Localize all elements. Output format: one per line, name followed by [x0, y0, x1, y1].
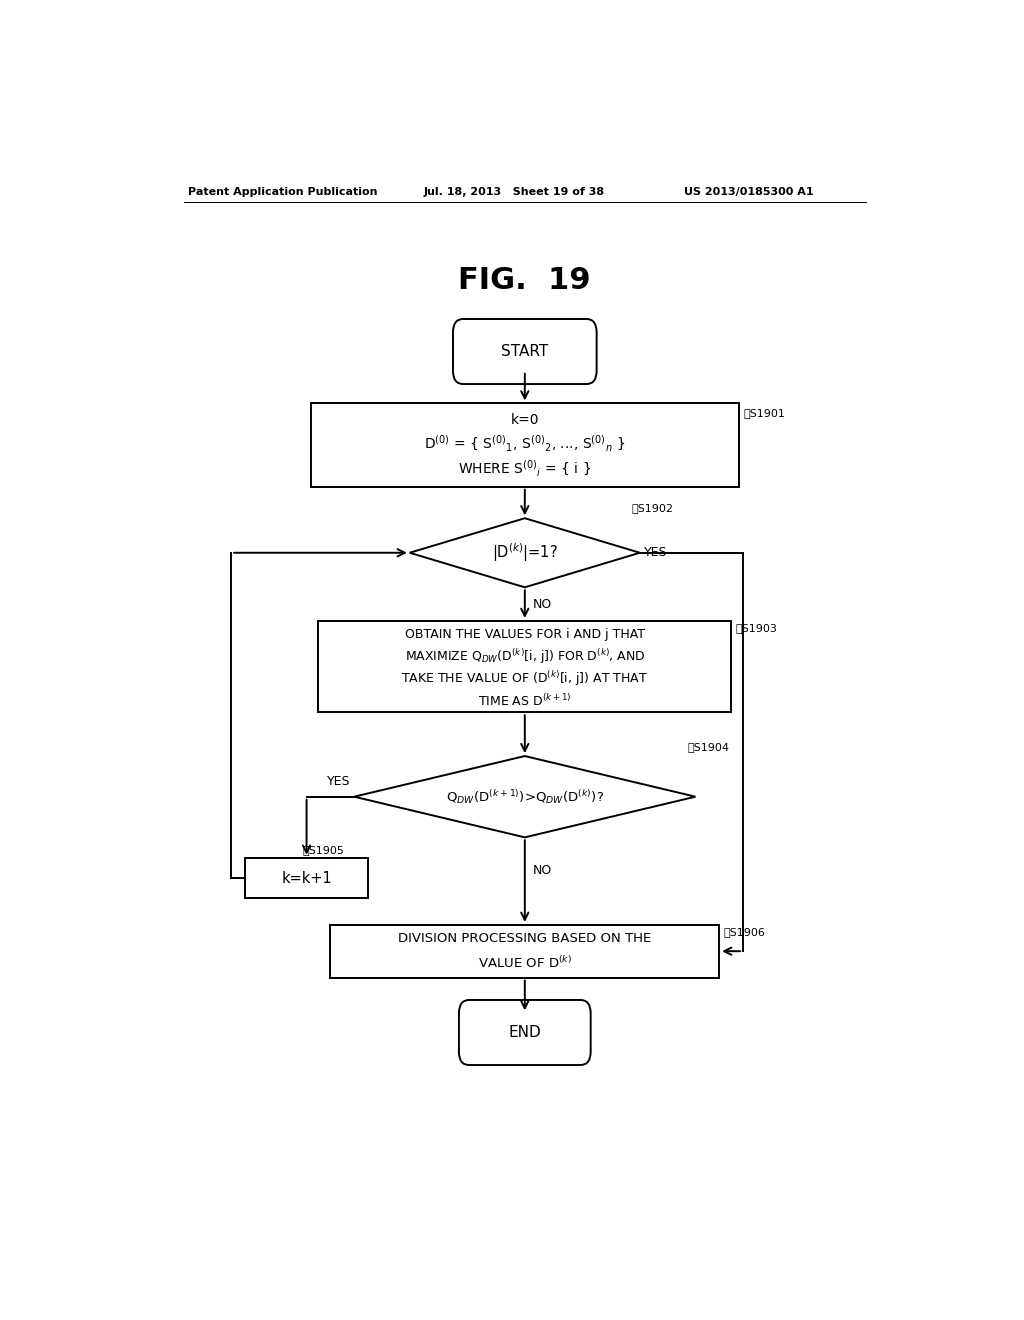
Text: Jul. 18, 2013   Sheet 19 of 38: Jul. 18, 2013 Sheet 19 of 38: [424, 187, 605, 197]
Text: ⸌S1904: ⸌S1904: [687, 742, 729, 752]
Text: ⸌S1901: ⸌S1901: [743, 408, 785, 418]
Text: END: END: [509, 1026, 541, 1040]
Text: ⸌S1906: ⸌S1906: [723, 927, 765, 937]
FancyBboxPatch shape: [453, 319, 597, 384]
Text: k=0: k=0: [511, 413, 539, 426]
Text: DIVISION PROCESSING BASED ON THE: DIVISION PROCESSING BASED ON THE: [398, 932, 651, 945]
Text: YES: YES: [644, 546, 668, 560]
Text: ⸌S1903: ⸌S1903: [735, 623, 777, 632]
Text: |D$^{(k)}$|=1?: |D$^{(k)}$|=1?: [492, 541, 558, 564]
Text: FIG.  19: FIG. 19: [459, 265, 591, 294]
Text: TAKE THE VALUE OF (D$^{(k)}$[i, j]) AT THAT: TAKE THE VALUE OF (D$^{(k)}$[i, j]) AT T…: [401, 669, 648, 688]
Text: Patent Application Publication: Patent Application Publication: [187, 187, 377, 197]
Text: START: START: [501, 345, 549, 359]
Text: NO: NO: [532, 598, 552, 611]
FancyBboxPatch shape: [459, 1001, 591, 1065]
Text: WHERE S$^{(0)}$$_{i}$ = { i }: WHERE S$^{(0)}$$_{i}$ = { i }: [458, 458, 592, 478]
Text: D$^{(0)}$ = { S$^{(0)}$$_{1}$, S$^{(0)}$$_{2}$, ..., S$^{(0)}$$_{n}$ }: D$^{(0)}$ = { S$^{(0)}$$_{1}$, S$^{(0)}$…: [424, 433, 626, 453]
Text: NO: NO: [532, 865, 552, 878]
Text: ⸌S1905: ⸌S1905: [303, 845, 344, 854]
Text: MAXIMIZE Q$_{DW}$(D$^{(k)}$[i, j]) FOR D$^{(k)}$, AND: MAXIMIZE Q$_{DW}$(D$^{(k)}$[i, j]) FOR D…: [404, 647, 645, 665]
Polygon shape: [354, 756, 695, 837]
Polygon shape: [410, 519, 640, 587]
Bar: [310, 404, 739, 487]
Text: Q$_{DW}$(D$^{(k+1)}$)>Q$_{DW}$(D$^{(k)}$)?: Q$_{DW}$(D$^{(k+1)}$)>Q$_{DW}$(D$^{(k)}$…: [445, 788, 604, 805]
Bar: [331, 925, 719, 978]
Text: OBTAIN THE VALUES FOR i AND j THAT: OBTAIN THE VALUES FOR i AND j THAT: [404, 627, 645, 640]
Text: ⸌S1902: ⸌S1902: [632, 503, 674, 513]
Text: k=k+1: k=k+1: [282, 870, 332, 886]
Text: US 2013/0185300 A1: US 2013/0185300 A1: [684, 187, 813, 197]
Bar: [318, 620, 731, 713]
Bar: [245, 858, 368, 899]
Text: YES: YES: [327, 775, 350, 788]
Text: TIME AS D$^{(k+1)}$: TIME AS D$^{(k+1)}$: [478, 693, 571, 709]
Text: VALUE OF D$^{(k)}$: VALUE OF D$^{(k)}$: [478, 956, 571, 972]
